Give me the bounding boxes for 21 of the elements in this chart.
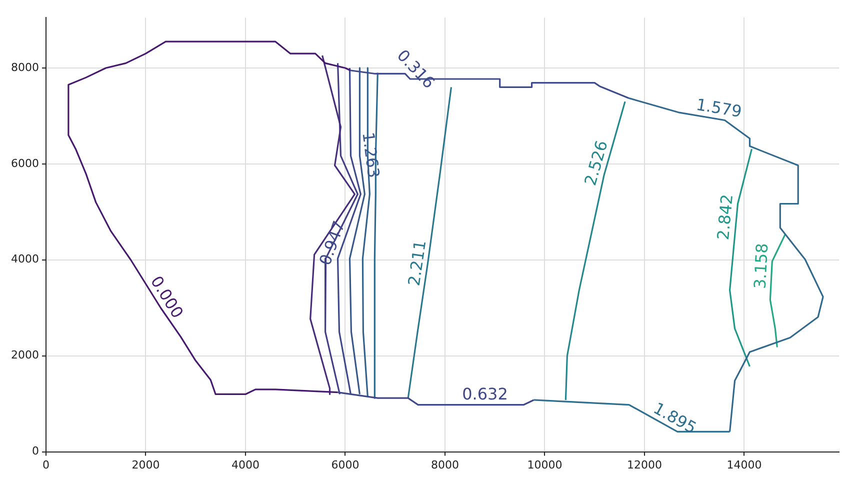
x-tick-label: 10000: [527, 458, 562, 472]
series-label: 0.632: [461, 384, 509, 404]
y-tick-label: 0: [32, 444, 39, 458]
x-tick-label: 8000: [430, 458, 459, 472]
y-tick-label: 8000: [10, 60, 39, 74]
x-tick-label: 12000: [626, 458, 662, 472]
x-tick-label: 0: [42, 458, 50, 472]
text: 0.947: [315, 216, 348, 269]
x-tick-label: 14000: [726, 458, 762, 472]
text: 2.526: [580, 137, 612, 190]
text: 2.211: [404, 238, 430, 289]
text: 1.579: [694, 94, 744, 122]
text: 1.263: [358, 130, 384, 182]
y-tick-label: 2000: [10, 348, 39, 362]
text: 2.842: [714, 192, 738, 244]
y-tick-label: 6000: [10, 156, 39, 170]
text: 3.158: [750, 241, 772, 292]
x-tick-label: 6000: [331, 458, 360, 472]
y-tick-label: 4000: [10, 252, 39, 266]
x-tick-label: 4000: [231, 458, 260, 472]
x-tick-label: 2000: [132, 458, 160, 472]
